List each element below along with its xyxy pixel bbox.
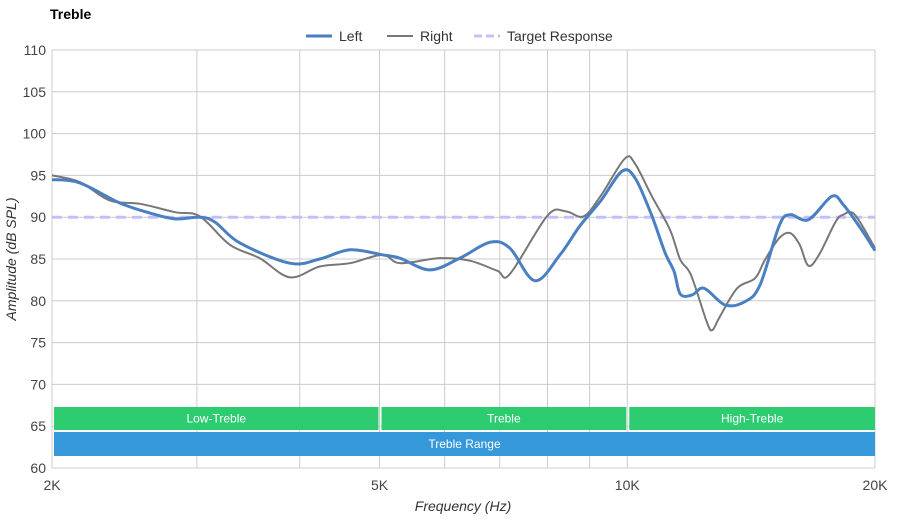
y-tick-label: 65 <box>30 418 46 434</box>
y-tick-label: 75 <box>30 335 46 351</box>
y-tick-label: 70 <box>30 376 46 392</box>
series-right <box>51 155 876 332</box>
legend-label: Target Response <box>507 28 613 44</box>
y-tick-label: 80 <box>30 293 46 309</box>
band-high-treble <box>629 407 875 430</box>
x-tick-label: 10K <box>615 477 641 493</box>
legend-label: Left <box>339 28 362 44</box>
legend-label: Right <box>420 28 453 44</box>
y-tick-label: 90 <box>30 209 46 225</box>
y-tick-label: 60 <box>30 460 46 476</box>
band-label: Low-Treble <box>186 412 246 426</box>
x-axis-label: Frequency (Hz) <box>415 498 511 514</box>
series-lines <box>51 155 877 332</box>
y-tick-label: 85 <box>30 251 46 267</box>
frequency-bands: Low-Treble Treble High-Treble Treble Range <box>54 407 875 456</box>
band-label: Treble Range <box>428 437 501 451</box>
y-tick-label: 110 <box>24 42 47 58</box>
band-low-treble <box>54 407 379 430</box>
band-label: High-Treble <box>721 412 784 426</box>
band-treble <box>381 407 627 430</box>
band-treble-range <box>54 432 875 456</box>
y-tick-label: 105 <box>23 84 47 100</box>
x-tick-label: 2K <box>43 477 61 493</box>
x-tick-label: 20K <box>863 477 889 493</box>
legend: Left Right Target Response <box>306 28 613 44</box>
y-tick-label: 100 <box>23 126 47 142</box>
axis-ticks: 60 65 70 75 80 85 90 95 100 105 110 2K 5K 10K 20K <box>23 42 888 493</box>
band-label: Treble <box>487 412 521 426</box>
chart-title: Treble <box>50 6 91 22</box>
x-tick-label: 5K <box>371 477 389 493</box>
y-tick-label: 95 <box>30 167 46 183</box>
series-left <box>51 168 877 308</box>
y-axis-label: Amplitude (dB SPL) <box>3 198 19 322</box>
